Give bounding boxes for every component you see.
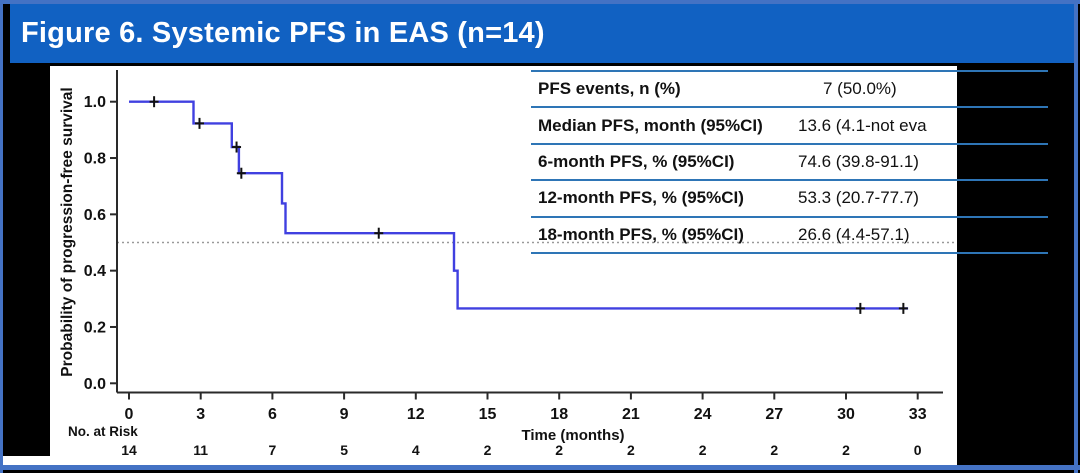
x-tick-labels: 0 3 6 9 12 15 18 21 24 27 30 33 xyxy=(125,392,927,423)
slide-border-top xyxy=(0,0,1080,4)
risk-count: 4 xyxy=(412,442,420,458)
stat-label: 6-month PFS, % (95%CI) xyxy=(538,151,735,171)
risk-row: 14 11 7 5 4 2 2 2 2 2 2 0 xyxy=(121,442,922,458)
stats-table-row: 18-month PFS, % (95%CI) 26.6 (4.4-57.1) xyxy=(531,215,1048,252)
x-axis-title: Time (months) xyxy=(521,427,624,444)
stat-value: 7 (50.0%) xyxy=(823,79,897,99)
x-tick-label: 12 xyxy=(407,406,425,423)
slide-border-bottom xyxy=(0,465,1080,470)
y-tick-label: 0.2 xyxy=(84,319,106,336)
risk-count: 2 xyxy=(627,442,635,458)
y-tick-labels: 0.0 0.2 0.4 0.6 0.8 1.0 xyxy=(84,94,117,393)
risk-count: 5 xyxy=(340,442,348,458)
stats-table-row: 12-month PFS, % (95%CI) 53.3 (20.7-77.7) xyxy=(531,179,1048,215)
km-curve xyxy=(129,100,909,310)
risk-count: 2 xyxy=(484,442,492,458)
censor-marks xyxy=(149,96,908,314)
x-tick-label: 24 xyxy=(694,406,712,423)
risk-count: 2 xyxy=(842,442,850,458)
x-tick-label: 3 xyxy=(196,406,205,423)
x-tick-label: 0 xyxy=(125,406,134,423)
stat-value: 13.6 (4.1-not eva xyxy=(798,115,927,135)
stats-table-row: Median PFS, month (95%CI) 13.6 (4.1-not e… xyxy=(531,106,1048,142)
stats-table-row: 6-month PFS, % (95%CI) 74.6 (39.8-91.1) xyxy=(531,142,1048,179)
stat-label: Median PFS, month (95%CI) xyxy=(538,115,763,135)
risk-count: 2 xyxy=(699,442,707,458)
x-tick-label: 33 xyxy=(909,406,927,423)
risk-count: 2 xyxy=(555,442,563,458)
slide-border-left xyxy=(0,0,3,473)
stat-label: PFS events, n (%) xyxy=(538,79,681,99)
y-tick-label: 0.4 xyxy=(84,263,106,280)
stat-label: 12-month PFS, % (95%CI) xyxy=(538,188,744,208)
x-tick-label: 6 xyxy=(268,406,277,423)
x-tick-label: 21 xyxy=(622,406,640,423)
stat-value: 74.6 (39.8-91.1) xyxy=(798,151,919,171)
stat-value: 53.3 (20.7-77.7) xyxy=(798,188,919,208)
risk-count: 2 xyxy=(770,442,778,458)
slide-border-right xyxy=(1074,0,1078,473)
chart-panel-bottom-strip xyxy=(3,456,50,465)
y-axis-title: Probability of progression-free survival xyxy=(59,87,76,376)
y-tick-label: 1.0 xyxy=(84,94,106,111)
x-tick-label: 15 xyxy=(479,406,497,423)
x-tick-label: 18 xyxy=(550,406,568,423)
y-tick-label: 0.6 xyxy=(84,207,106,224)
risk-count: 7 xyxy=(269,442,277,458)
stat-value: 26.6 (4.4-57.1) xyxy=(798,224,910,244)
figure-title: Figure 6. Systemic PFS in EAS (n=14) xyxy=(21,17,545,49)
stats-table: PFS events, n (%) 7 (50.0%) Median PFS, mo… xyxy=(531,70,1048,254)
stats-table-row: PFS events, n (%) 7 (50.0%) xyxy=(531,70,1048,106)
stat-label: 18-month PFS, % (95%CI) xyxy=(538,224,744,244)
x-tick-label: 27 xyxy=(765,406,783,423)
figure-title-bar: Figure 6. Systemic PFS in EAS (n=14) xyxy=(10,4,1074,63)
y-tick-label: 0.8 xyxy=(84,151,106,168)
risk-count: 0 xyxy=(914,442,922,458)
x-tick-label: 30 xyxy=(837,406,855,423)
x-tick-label: 9 xyxy=(340,406,349,423)
risk-header: No. at Risk xyxy=(68,424,138,439)
risk-count: 14 xyxy=(121,442,137,458)
y-tick-label: 0.0 xyxy=(84,376,106,393)
risk-count: 11 xyxy=(193,442,208,458)
